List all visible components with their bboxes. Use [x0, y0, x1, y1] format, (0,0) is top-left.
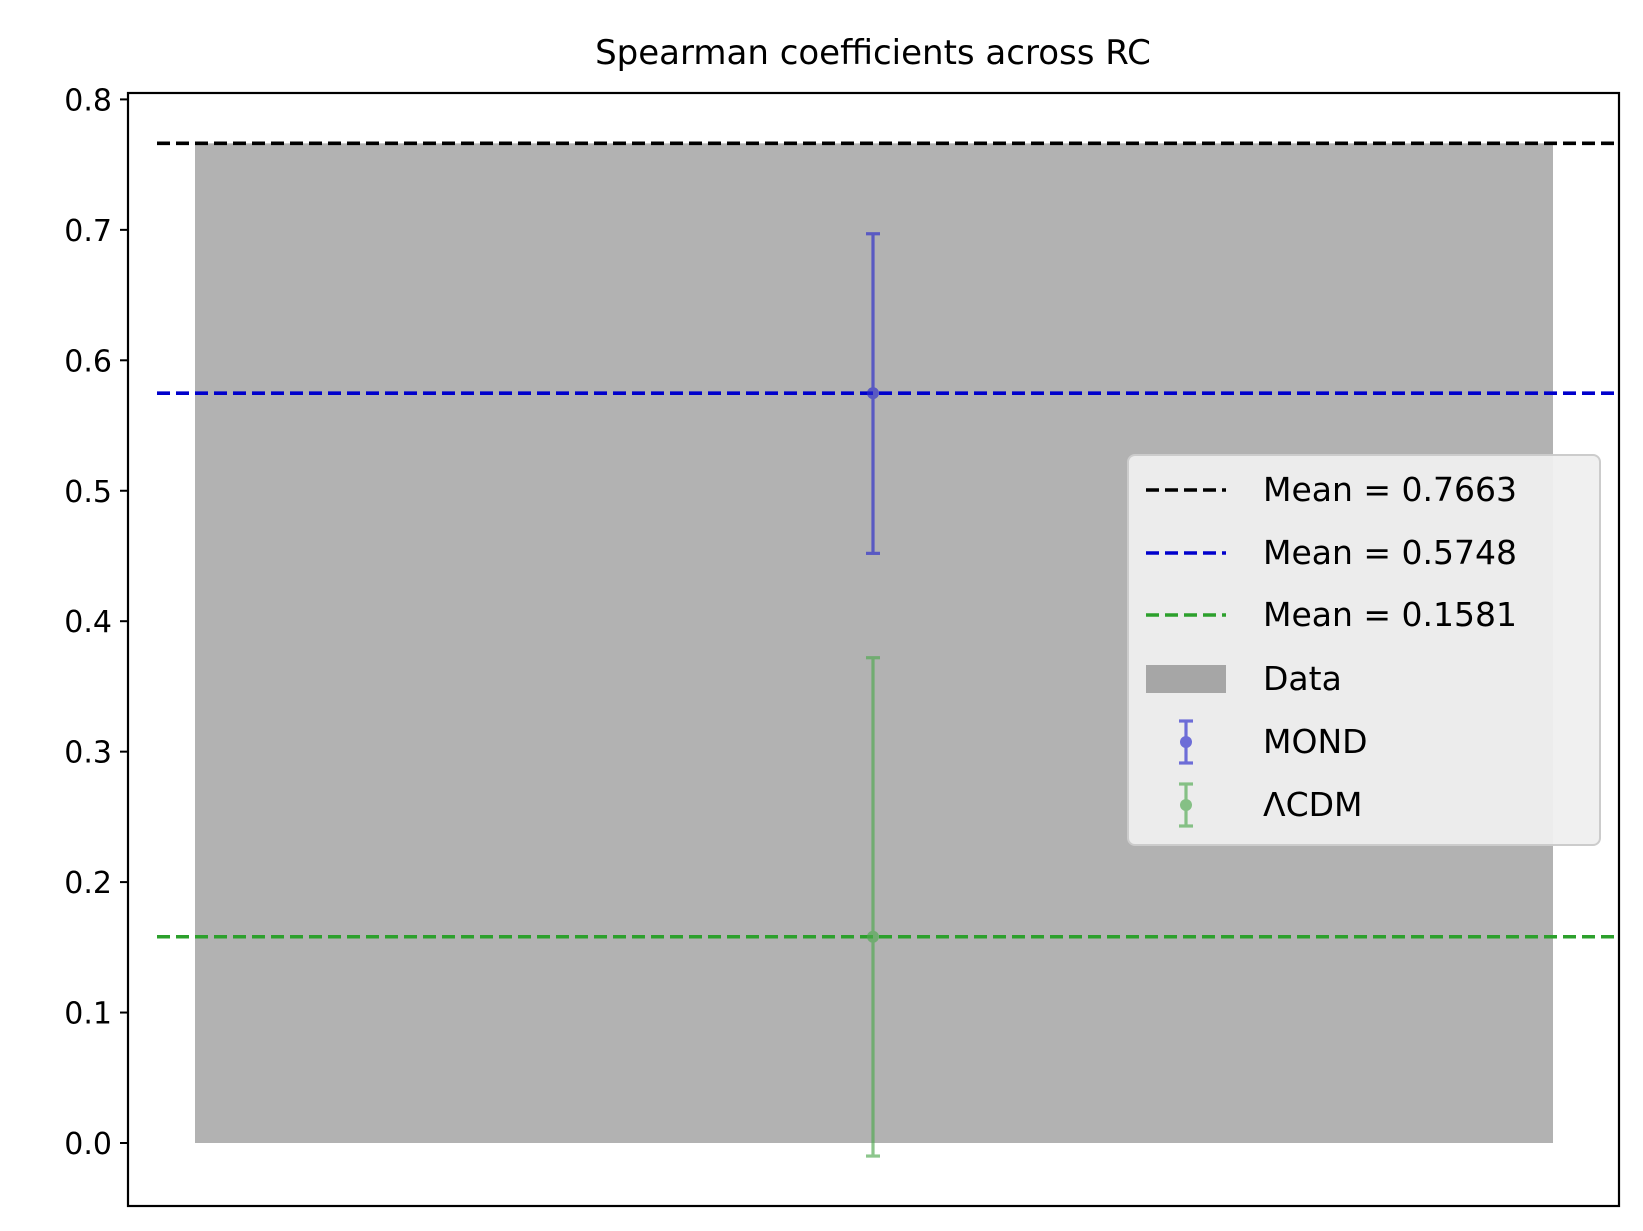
legend-label-mean-1: Mean = 0.7663 [1263, 470, 1517, 509]
y-tick-label: 0.0 [64, 1127, 112, 1162]
legend: Mean = 0.7663 Mean = 0.5748 Mean = 0.1581 D… [1127, 454, 1601, 846]
legend-swatch-mond [1179, 719, 1193, 765]
errorbar-lcdm [866, 656, 880, 1158]
legend-label-lcdm: ΛCDM [1263, 785, 1363, 824]
legend-box [1127, 454, 1601, 846]
legend-errorbar-point [1180, 736, 1192, 748]
y-tick-label: 0.8 [64, 83, 112, 118]
y-tick-label: 0.4 [64, 605, 112, 640]
legend-label-mond: MOND [1263, 722, 1368, 761]
plot-frame [126, 91, 1621, 1208]
y-tick-label: 0.7 [64, 214, 112, 249]
y-axis: 0.0 0.1 0.2 0.3 0.4 0.5 0.6 0.7 0.8 [64, 83, 128, 1162]
y-tick-label: 0.5 [64, 475, 112, 510]
legend-swatch-data [1146, 665, 1226, 693]
y-tick-label: 0.6 [64, 344, 112, 379]
y-tick-label: 0.2 [64, 866, 112, 901]
legend-label-data: Data [1263, 659, 1342, 698]
errorbar-point [867, 930, 879, 943]
legend-swatch-lcdm [1179, 782, 1193, 828]
legend-label-mean-3: Mean = 0.1581 [1263, 595, 1517, 634]
legend-errorbar-point [1180, 799, 1192, 811]
chart-title: Spearman coefficients across RC [595, 33, 1151, 73]
y-tick-label: 0.3 [64, 736, 112, 771]
errorbar-point [867, 387, 879, 400]
legend-label-mean-2: Mean = 0.5748 [1263, 533, 1517, 572]
errorbar-mond [866, 232, 880, 555]
y-tick-label: 0.1 [64, 997, 112, 1032]
